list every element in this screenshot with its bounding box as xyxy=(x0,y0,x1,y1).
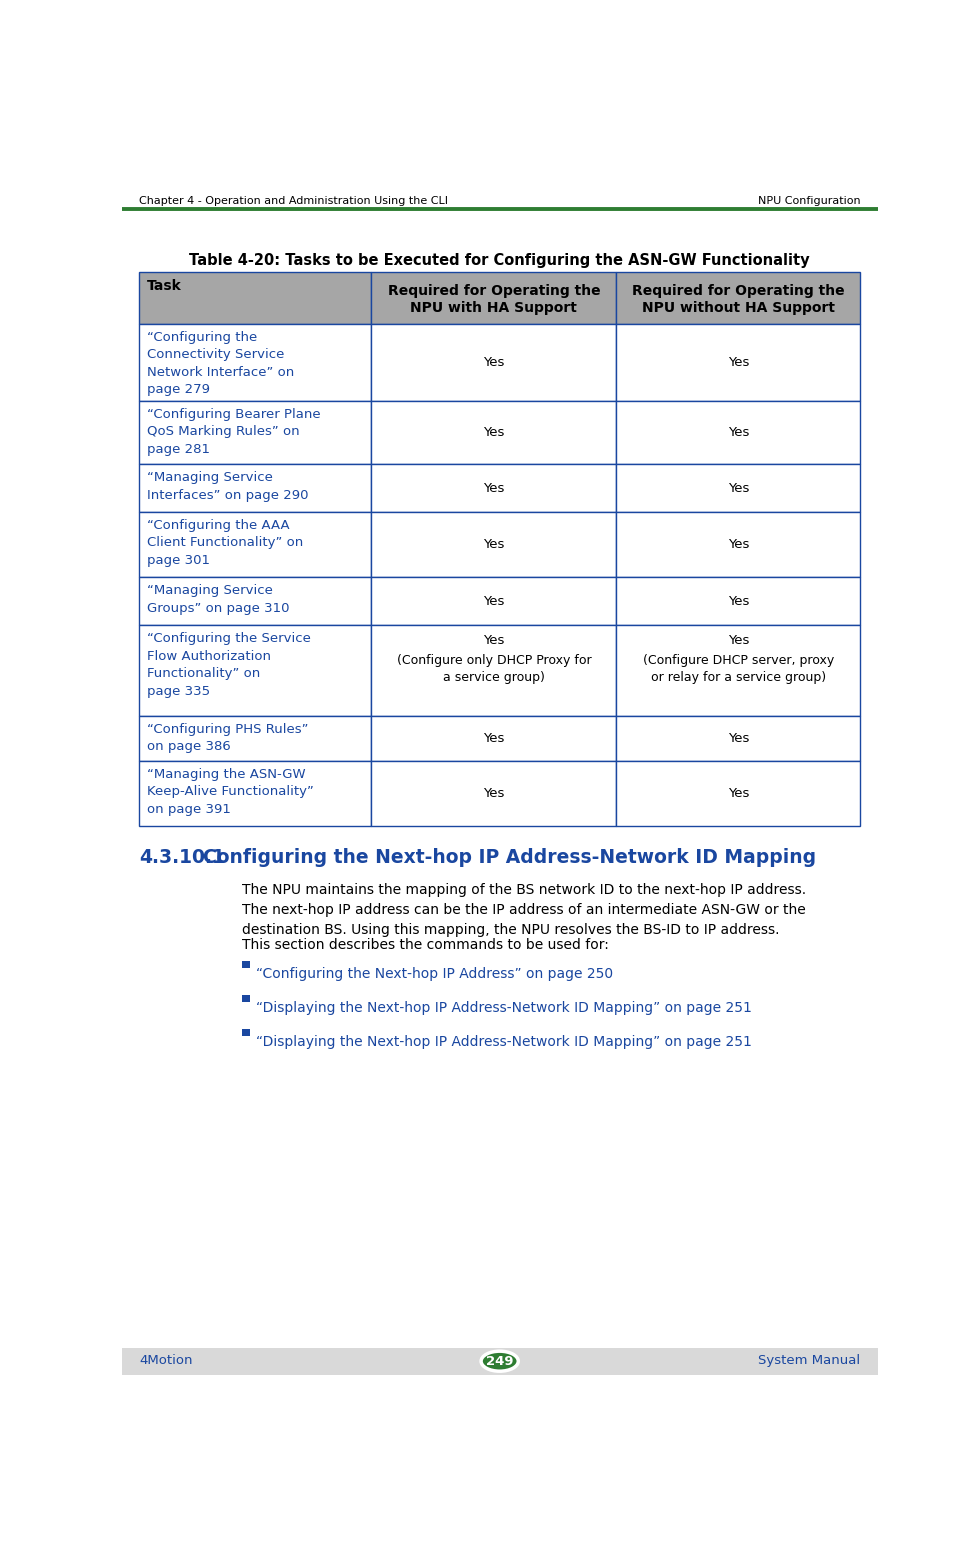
Text: Yes: Yes xyxy=(727,426,749,439)
Bar xyxy=(616,760,861,827)
Bar xyxy=(616,626,861,715)
Text: 249: 249 xyxy=(486,1355,514,1367)
Text: (Configure only DHCP Proxy for
a service group): (Configure only DHCP Proxy for a service… xyxy=(397,655,591,684)
Text: “Managing the ASN-GW
Keep-Alive Functionality”
on page 391: “Managing the ASN-GW Keep-Alive Function… xyxy=(146,768,314,816)
Text: Yes: Yes xyxy=(484,786,505,800)
Text: Yes: Yes xyxy=(484,539,505,552)
Text: Yes: Yes xyxy=(727,635,749,647)
Bar xyxy=(371,272,616,324)
Text: This section describes the commands to be used for:: This section describes the commands to b… xyxy=(242,938,608,952)
Text: Yes: Yes xyxy=(484,635,505,647)
Text: “Configuring PHS Rules”
on page 386: “Configuring PHS Rules” on page 386 xyxy=(146,723,308,754)
Text: Yes: Yes xyxy=(484,732,505,745)
Text: “Displaying the Next-hop IP Address-Network ID Mapping” on page 251: “Displaying the Next-hop IP Address-Netw… xyxy=(256,1001,752,1015)
Bar xyxy=(138,324,371,402)
Text: Task: Task xyxy=(146,280,181,294)
Bar xyxy=(371,324,616,402)
Bar xyxy=(242,1029,250,1037)
Bar xyxy=(371,578,616,626)
Bar xyxy=(616,324,861,402)
Bar xyxy=(371,402,616,463)
Bar xyxy=(138,760,371,827)
Bar xyxy=(138,272,371,324)
Text: “Configuring the Service
Flow Authorization
Functionality” on
page 335: “Configuring the Service Flow Authorizat… xyxy=(146,632,311,697)
Bar xyxy=(616,511,861,578)
Bar xyxy=(371,626,616,715)
Text: Yes: Yes xyxy=(727,786,749,800)
Bar xyxy=(138,402,371,463)
Text: “Displaying the Next-hop IP Address-Network ID Mapping” on page 251: “Displaying the Next-hop IP Address-Netw… xyxy=(256,1035,752,1049)
Bar xyxy=(138,511,371,578)
Bar xyxy=(242,961,250,969)
Bar xyxy=(616,402,861,463)
Text: System Manual: System Manual xyxy=(759,1353,861,1367)
Text: “Managing Service
Interfaces” on page 290: “Managing Service Interfaces” on page 29… xyxy=(146,471,308,502)
Text: Yes: Yes xyxy=(727,539,749,552)
Bar xyxy=(138,715,371,760)
Text: Yes: Yes xyxy=(727,595,749,609)
Text: Yes: Yes xyxy=(727,732,749,745)
Text: Yes: Yes xyxy=(484,595,505,609)
Text: 4Motion: 4Motion xyxy=(138,1353,192,1367)
Text: Chapter 4 - Operation and Administration Using the CLI: Chapter 4 - Operation and Administration… xyxy=(138,196,448,205)
Bar xyxy=(242,995,250,1003)
Bar xyxy=(138,464,371,511)
Bar xyxy=(616,578,861,626)
Text: “Managing Service
Groups” on page 310: “Managing Service Groups” on page 310 xyxy=(146,584,290,615)
Text: Table 4-20: Tasks to be Executed for Configuring the ASN-GW Functionality: Table 4-20: Tasks to be Executed for Con… xyxy=(189,253,809,269)
Bar xyxy=(616,464,861,511)
Text: “Configuring the Next-hop IP Address” on page 250: “Configuring the Next-hop IP Address” on… xyxy=(256,967,613,981)
Bar xyxy=(138,578,371,626)
Text: Required for Operating the
NPU without HA Support: Required for Operating the NPU without H… xyxy=(632,284,844,315)
Text: The NPU maintains the mapping of the BS network ID to the next-hop IP address.
T: The NPU maintains the mapping of the BS … xyxy=(242,884,806,938)
Bar xyxy=(371,511,616,578)
Text: 4.3.10.1: 4.3.10.1 xyxy=(138,848,225,867)
Bar xyxy=(371,464,616,511)
Bar xyxy=(371,760,616,827)
Text: Yes: Yes xyxy=(484,426,505,439)
Text: Configuring the Next-hop IP Address-Network ID Mapping: Configuring the Next-hop IP Address-Netw… xyxy=(203,848,816,867)
Bar xyxy=(616,272,861,324)
Bar xyxy=(371,715,616,760)
Text: “Configuring Bearer Plane
QoS Marking Rules” on
page 281: “Configuring Bearer Plane QoS Marking Ru… xyxy=(146,408,321,456)
Text: Required for Operating the
NPU with HA Support: Required for Operating the NPU with HA S… xyxy=(388,284,601,315)
Bar xyxy=(138,626,371,715)
Text: Yes: Yes xyxy=(727,482,749,494)
Text: “Configuring the
Connectivity Service
Network Interface” on
page 279: “Configuring the Connectivity Service Ne… xyxy=(146,331,293,397)
Ellipse shape xyxy=(481,1352,519,1372)
Text: NPU Configuration: NPU Configuration xyxy=(758,196,861,205)
Text: Yes: Yes xyxy=(727,357,749,369)
Text: (Configure DHCP server, proxy
or relay for a service group): (Configure DHCP server, proxy or relay f… xyxy=(643,655,834,684)
Text: Yes: Yes xyxy=(484,357,505,369)
Text: Yes: Yes xyxy=(484,482,505,494)
Bar xyxy=(616,715,861,760)
Text: “Configuring the AAA
Client Functionality” on
page 301: “Configuring the AAA Client Functionalit… xyxy=(146,519,303,567)
Bar xyxy=(122,1349,878,1375)
